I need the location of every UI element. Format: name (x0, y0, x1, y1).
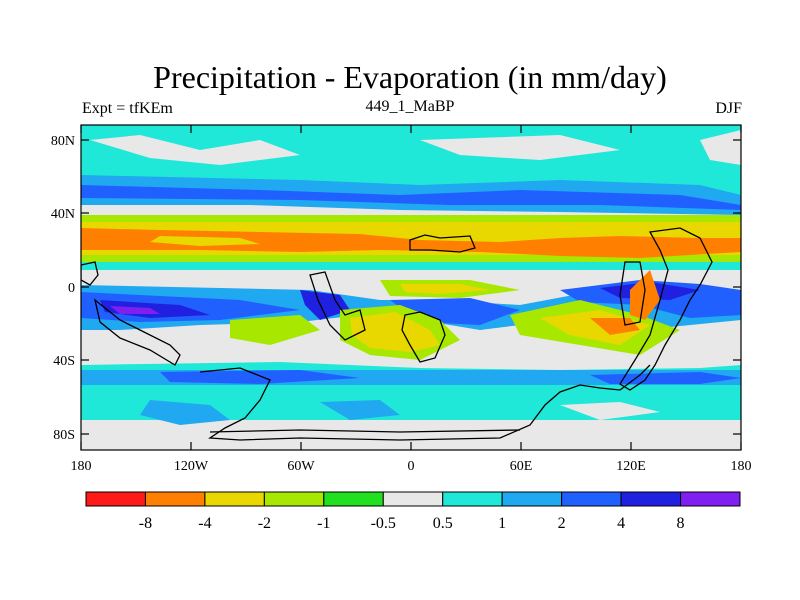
colorbar-label: -2 (258, 515, 271, 532)
colorbar-swatch (144, 491, 206, 507)
axis-ticks: 180 120W 60W 0 60E 120E 180 80N 40N 0 40S 80S (51, 125, 752, 474)
x-tick-label: 120E (616, 459, 646, 474)
x-tick-label: 180 (731, 459, 752, 474)
colorbar-swatch (442, 491, 503, 507)
colorbar-swatch (501, 491, 563, 507)
colorbar-swatch (263, 491, 325, 507)
colorbar-label: 4 (617, 515, 625, 532)
y-tick-label: 80S (53, 428, 75, 443)
x-tick-label: 120W (174, 459, 209, 474)
colorbar-label: 8 (677, 515, 685, 532)
colorbar-label: -8 (139, 515, 152, 532)
x-tick-label: 60W (287, 459, 315, 474)
age-label: 449_1_MaBP (365, 98, 455, 115)
colorbar-label: 2 (558, 515, 566, 532)
chart-title: Precipitation - Evaporation (in mm/day) (153, 59, 667, 95)
colorbar-swatch (323, 491, 384, 507)
y-tick-label: 40N (51, 207, 75, 222)
colorbar-swatch (204, 491, 265, 507)
colorbar-label: 1 (498, 515, 506, 532)
colorbar-swatch (85, 491, 146, 507)
colorbar-swatch (561, 491, 622, 507)
field-map (81, 125, 741, 450)
season-label: DJF (715, 100, 742, 117)
colorbar-label: 0.5 (433, 515, 453, 532)
colorbar-label: -0.5 (371, 515, 396, 532)
colorbar-swatch (620, 491, 682, 507)
y-tick-label: 0 (68, 281, 75, 296)
colorbar-swatch (680, 491, 741, 507)
colorbar: -8 -4 -2 -1 -0.5 0.5 1 2 4 8 (85, 491, 741, 532)
x-tick-label: 60E (510, 459, 533, 474)
colorbar-swatch (382, 491, 444, 507)
experiment-label: Expt = tfKEm (82, 100, 173, 117)
colorbar-label: -1 (317, 515, 330, 532)
y-tick-label: 40S (53, 354, 75, 369)
x-tick-label: 180 (71, 459, 92, 474)
y-tick-label: 80N (51, 134, 75, 149)
x-tick-label: 0 (408, 459, 415, 474)
colorbar-label: -4 (198, 515, 211, 532)
